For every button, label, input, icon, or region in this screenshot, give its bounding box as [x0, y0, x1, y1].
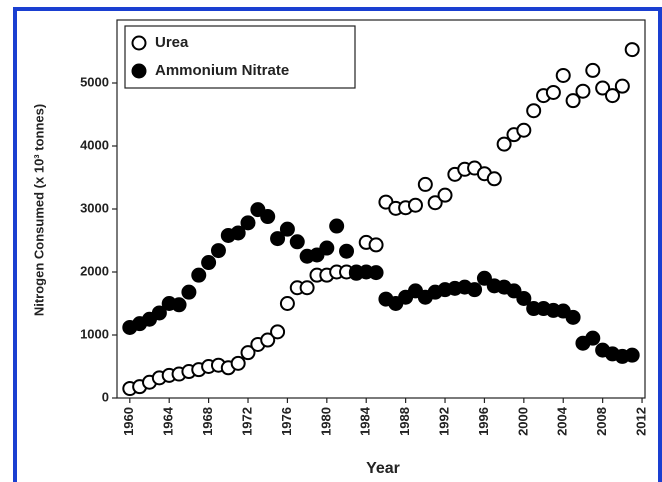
point: [614, 78, 630, 94]
point: [210, 243, 226, 259]
x-tick-label: 1968: [200, 407, 215, 436]
point: [575, 83, 591, 99]
point: [595, 80, 611, 96]
x-axis-label: Year: [366, 460, 400, 477]
point: [585, 62, 601, 78]
x-tick-label: 1976: [279, 407, 294, 436]
point: [565, 309, 581, 325]
point: [191, 267, 207, 283]
point: [270, 231, 286, 247]
point: [260, 209, 276, 225]
point: [181, 284, 197, 300]
y-tick-label: 0: [102, 389, 109, 404]
x-tick-label: 2008: [594, 407, 609, 436]
y-tick-label: 3000: [80, 200, 109, 215]
point: [467, 282, 483, 298]
point: [624, 347, 640, 363]
legend-box: [124, 25, 356, 89]
point: [486, 171, 502, 187]
point: [270, 324, 286, 340]
x-tick-label: 2004: [555, 406, 570, 436]
x-tick-label: 1992: [436, 407, 451, 436]
point: [417, 176, 433, 192]
point: [496, 136, 512, 152]
point: [407, 197, 423, 213]
point: [201, 255, 217, 271]
point: [555, 67, 571, 83]
point: [319, 240, 335, 256]
legend-marker: [131, 35, 147, 51]
point: [151, 305, 167, 321]
point: [171, 297, 187, 313]
legend-marker: [131, 63, 147, 79]
y-axis-label: Nitrogen Consumed (x 10³ tonnes): [31, 104, 46, 316]
point: [339, 243, 355, 259]
point: [368, 237, 384, 253]
y-tick-label: 4000: [80, 137, 109, 152]
x-tick-label: 1960: [121, 407, 136, 436]
point: [230, 355, 246, 371]
y-tick-label: 5000: [80, 74, 109, 89]
point: [329, 218, 345, 234]
point: [240, 215, 256, 231]
x-tick-label: 1984: [358, 406, 373, 436]
point: [427, 195, 443, 211]
point: [230, 225, 246, 241]
point: [476, 270, 492, 286]
y-tick-label: 2000: [80, 263, 109, 278]
point: [368, 265, 384, 281]
x-tick-label: 1988: [397, 407, 412, 436]
point: [545, 84, 561, 100]
x-tick-label: 1996: [476, 407, 491, 436]
y-tick-label: 1000: [80, 326, 109, 341]
point: [279, 221, 295, 237]
point: [250, 202, 266, 218]
x-tick-label: 2000: [515, 407, 530, 436]
point: [516, 122, 532, 138]
point: [437, 187, 453, 203]
point: [260, 332, 276, 348]
legend-label: Urea: [155, 34, 189, 51]
x-tick-label: 1980: [318, 407, 333, 436]
legend-label: Ammonium Nitrate: [155, 62, 289, 79]
point: [526, 103, 542, 119]
point: [240, 345, 256, 361]
point: [624, 42, 640, 58]
point: [516, 290, 532, 306]
point: [604, 88, 620, 104]
point: [289, 234, 305, 250]
x-tick-label: 1964: [161, 406, 176, 436]
point: [309, 247, 325, 263]
x-tick-label: 1972: [239, 407, 254, 436]
x-tick-label: 2012: [633, 407, 648, 436]
point: [585, 330, 601, 346]
point: [279, 296, 295, 311]
point: [565, 93, 581, 109]
point: [506, 283, 522, 299]
frame: [13, 7, 662, 482]
point: [299, 280, 315, 296]
